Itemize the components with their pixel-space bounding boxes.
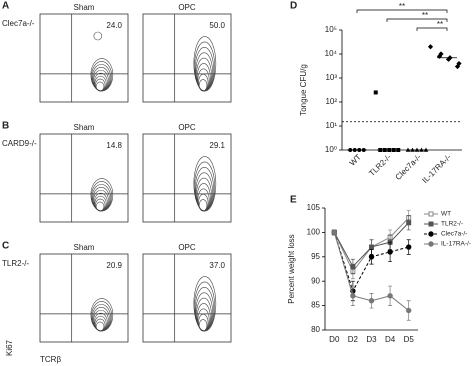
x-tick-label: TLR2-/- (367, 152, 393, 178)
plot-frame (39, 133, 129, 223)
axis-label: Ki67 (5, 339, 14, 356)
significance-bracket (386, 18, 448, 22)
x-tick-label: D4 (385, 335, 396, 344)
point (350, 264, 356, 270)
y-tick-label: 105 (307, 203, 321, 212)
panel-title: Sham (74, 123, 95, 132)
y-tick-label: 10³ (325, 73, 337, 82)
contour (193, 276, 217, 332)
percent-label: 29.1 (209, 141, 225, 150)
panel-letter: A (2, 1, 9, 12)
legend-marker (428, 211, 434, 217)
panel-title: OPC (178, 123, 196, 132)
y-tick-label: 80 (311, 325, 320, 334)
y-tick-label: 85 (311, 301, 320, 310)
plot-frame (39, 13, 129, 103)
row-label: CARD9-/- (2, 139, 37, 148)
contour (93, 31, 103, 41)
panel-title: Sham (74, 243, 95, 252)
y-tick-label: 100 (307, 228, 321, 237)
panel-title: OPC (178, 243, 196, 252)
x-tick-label: WT (348, 152, 363, 167)
point (350, 293, 356, 299)
panel-letter: E (290, 195, 297, 206)
legend-label: WT (441, 211, 451, 218)
legend-marker (428, 221, 434, 227)
legend-marker (428, 241, 434, 247)
legend-label: Clec7a-/- (441, 231, 467, 238)
significance-label: ** (437, 20, 443, 29)
point (406, 220, 412, 226)
percent-label: 14.8 (106, 141, 122, 150)
y-tick-label: 10¹ (325, 121, 337, 130)
point (331, 229, 337, 236)
point (387, 293, 393, 299)
y-tick-label: 95 (311, 252, 320, 261)
plot-frame (142, 133, 232, 223)
y-tick-label: 10⁰ (325, 145, 337, 154)
x-tick-label: D0 (329, 335, 340, 344)
x-tick-label: D3 (366, 335, 377, 344)
percent-label: 24.0 (106, 21, 122, 30)
panel-letter: C (2, 241, 9, 252)
x-tick-label: D5 (404, 335, 415, 344)
y-tick-label: 10⁴ (325, 49, 338, 58)
x-tick-label: D2 (348, 335, 359, 344)
legend-marker (428, 231, 434, 237)
contour (193, 36, 217, 92)
contour (90, 178, 114, 212)
plot-frame (142, 253, 232, 343)
panel-title: OPC (178, 3, 196, 12)
legend-label: IL-17RA-/- (441, 241, 471, 248)
significance-bracket (356, 9, 448, 13)
row-label: Clec7a-/- (2, 19, 35, 28)
axis-label: Percent weight loss (287, 234, 296, 303)
panel-title: Sham (74, 3, 95, 12)
dot (454, 63, 461, 70)
axis-label: Tongue CFU/g (299, 64, 308, 116)
x-tick-label: IL-17RA-/- (420, 152, 453, 185)
significance-bracket (416, 27, 448, 31)
percent-label: 20.9 (106, 261, 122, 270)
x-tick-label: Clec7a-/- (394, 152, 424, 182)
y-tick-label: 90 (311, 276, 320, 285)
point (406, 244, 412, 250)
percent-label: 37.0 (209, 261, 225, 270)
significance-label: ** (422, 11, 428, 20)
dot (427, 44, 434, 50)
dot (373, 90, 378, 95)
plot-frame (142, 13, 232, 103)
point (387, 249, 393, 255)
point (368, 254, 375, 260)
y-tick-label: 10⁵ (325, 25, 337, 34)
legend-label: TLR2-/- (441, 221, 463, 228)
dot (396, 148, 401, 152)
point (406, 307, 412, 314)
point (369, 244, 374, 250)
contour (90, 298, 114, 332)
point (368, 298, 375, 304)
contour (193, 156, 217, 212)
panel-letter: B (2, 121, 9, 132)
y-tick-label: 10² (325, 97, 337, 106)
contour (90, 58, 114, 92)
panel-letter: D (290, 1, 297, 12)
axis-label: TCRβ (40, 355, 61, 364)
percent-label: 50.0 (209, 21, 225, 30)
row-label: TLR2-/- (2, 259, 29, 268)
plot-frame (39, 253, 129, 343)
significance-label: ** (399, 2, 405, 11)
